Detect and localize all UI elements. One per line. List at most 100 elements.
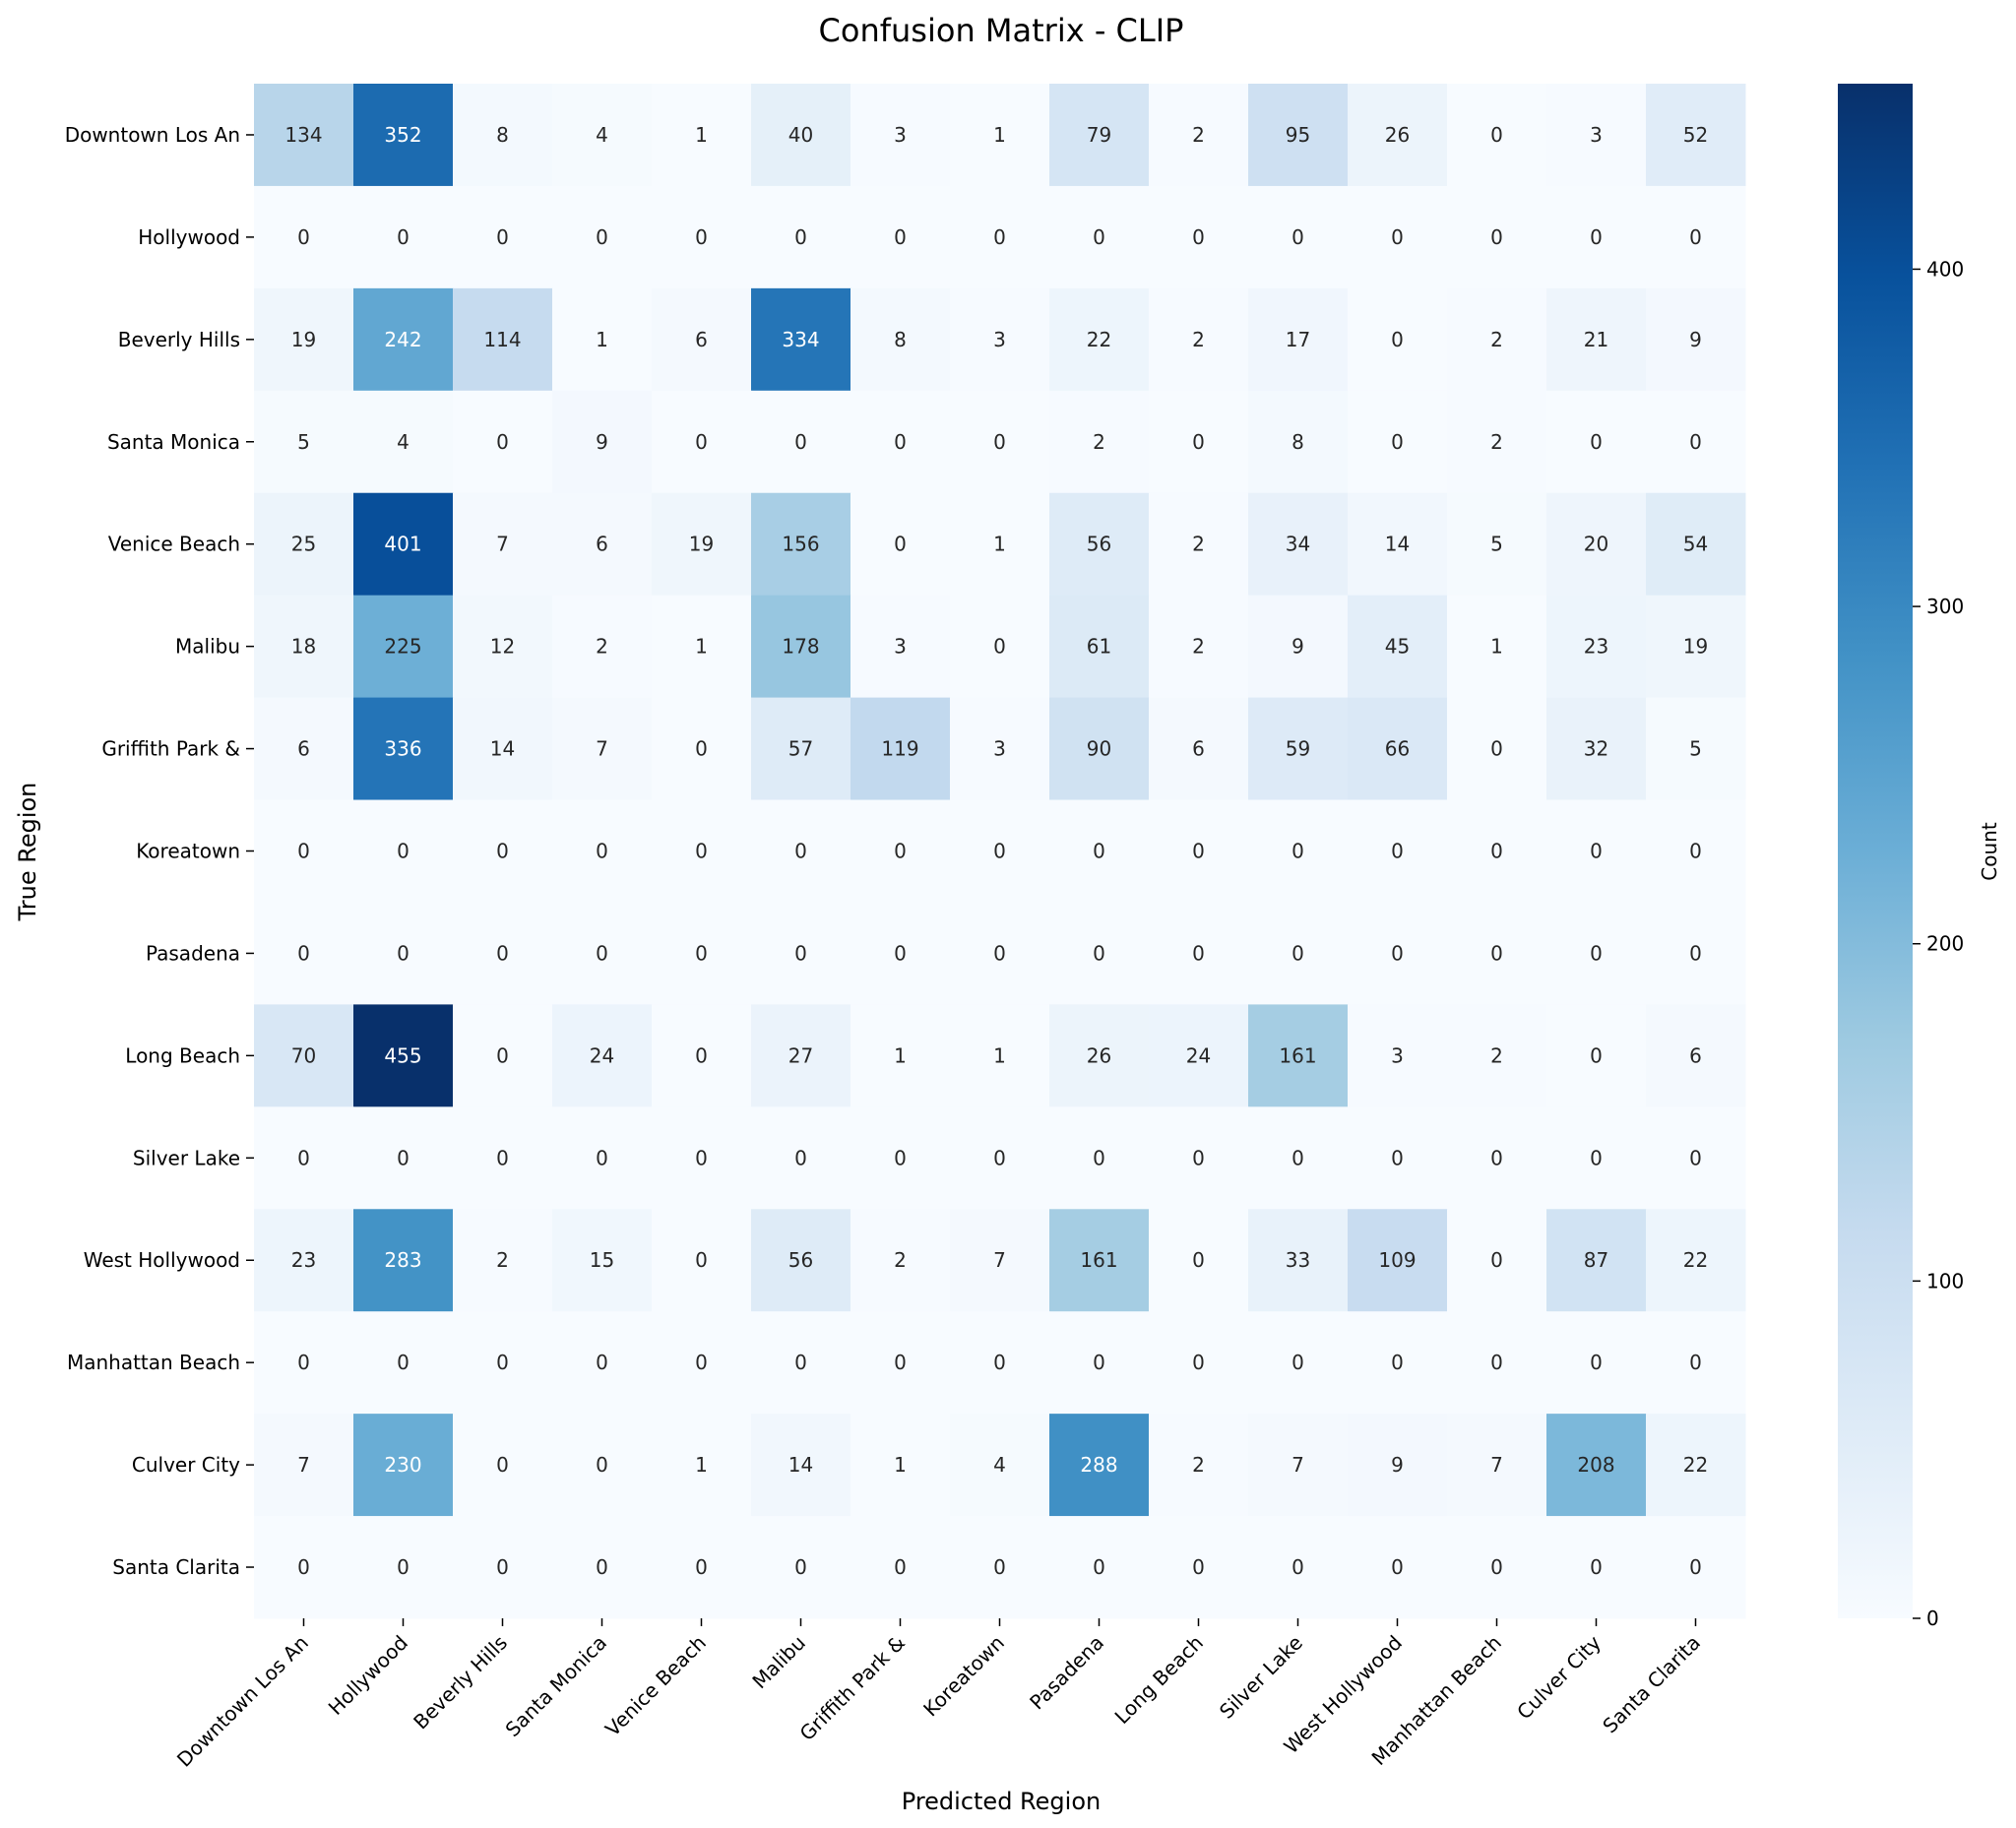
heatmap-cell xyxy=(353,492,454,597)
heatmap-cell xyxy=(751,697,851,801)
cell-value-label: 0 xyxy=(695,1043,708,1067)
heatmap-cell xyxy=(254,1209,354,1312)
heatmap-cell xyxy=(1248,1516,1349,1619)
heatmap-cell xyxy=(1248,902,1349,1005)
heatmap-cell xyxy=(1149,1004,1249,1107)
cell-value-label: 6 xyxy=(1192,737,1205,761)
cell-value-label: 1 xyxy=(695,123,708,147)
y-tick-label: Santa Clarita xyxy=(112,1555,240,1579)
cell-value-label: 161 xyxy=(1279,1043,1316,1067)
cell-value-label: 0 xyxy=(297,1555,310,1579)
cell-value-label: 6 xyxy=(1689,1043,1702,1067)
heatmap-cell xyxy=(1546,1106,1647,1210)
heatmap-cell xyxy=(1248,185,1349,289)
heatmap-cell xyxy=(1049,390,1150,494)
cell-value-label: 0 xyxy=(1490,1146,1503,1169)
heatmap-cell xyxy=(453,595,553,699)
heatmap-cell xyxy=(552,1106,653,1210)
heatmap-cell xyxy=(751,492,851,597)
cell-value-label: 0 xyxy=(397,941,410,965)
cell-value-label: 0 xyxy=(695,1146,708,1169)
cell-value-label: 0 xyxy=(397,225,410,249)
cell-value-label: 18 xyxy=(291,635,316,659)
cell-value-label: 2 xyxy=(1192,635,1205,659)
colorbar-tick-label: 200 xyxy=(1926,932,1964,956)
cell-value-label: 288 xyxy=(1080,1453,1117,1477)
heatmap-cell-labels: 134 352 8 4 1 40 3 1 79 2 95 26 0 3 520 0 0 0 0 0 0 0 0 0 0 0 0 0 01… xyxy=(284,123,1708,1579)
heatmap-cell xyxy=(353,1106,454,1210)
heatmap-cell xyxy=(353,1311,454,1415)
heatmap-cell xyxy=(850,287,951,392)
heatmap-cell xyxy=(1049,84,1150,187)
x-tick-label: Long Beach xyxy=(1110,1631,1209,1730)
heatmap-cell xyxy=(1646,902,1746,1005)
x-tick-label: Santa Monica xyxy=(501,1631,611,1741)
heatmap-cell xyxy=(1546,1311,1647,1415)
heatmap-cell xyxy=(453,1414,553,1517)
cell-value-label: 1 xyxy=(695,635,708,659)
colorbar-label: Count xyxy=(1978,822,2001,881)
cell-value-label: 401 xyxy=(384,533,421,556)
heatmap-cell xyxy=(1149,902,1249,1005)
cell-value-label: 0 xyxy=(1689,1146,1702,1169)
heatmap-cell xyxy=(751,1106,851,1210)
heatmap-cell xyxy=(254,390,354,494)
heatmap-cell xyxy=(1149,799,1249,903)
heatmap-cell xyxy=(1248,697,1349,801)
x-axis-label: Predicted Region xyxy=(902,1788,1101,1815)
heatmap-cell xyxy=(652,84,752,187)
cell-value-label: 66 xyxy=(1385,737,1410,761)
heatmap-cell xyxy=(751,1209,851,1312)
heatmap-cell xyxy=(254,1516,354,1619)
heatmap-cell xyxy=(1248,1311,1349,1415)
cell-value-label: 0 xyxy=(993,430,1006,454)
cell-value-label: 56 xyxy=(1087,533,1111,556)
heatmap-cell xyxy=(950,84,1050,187)
cell-value-label: 119 xyxy=(881,737,918,761)
colorbar-tick-label: 300 xyxy=(1926,595,1964,618)
heatmap-cell xyxy=(1348,1516,1448,1619)
heatmap-cell xyxy=(1546,1414,1647,1517)
cell-value-label: 0 xyxy=(496,1146,509,1169)
heatmap-cell xyxy=(1546,287,1647,392)
cell-value-label: 33 xyxy=(1286,1248,1310,1272)
heatmap-cell xyxy=(950,492,1050,597)
cell-value-label: 26 xyxy=(1087,1043,1111,1067)
y-tick-label: Pasadena xyxy=(146,941,240,965)
heatmap-cell xyxy=(1348,185,1448,289)
cell-value-label: 0 xyxy=(1391,840,1404,863)
heatmap-cell xyxy=(1447,1106,1547,1210)
cell-value-label: 7 xyxy=(1292,1453,1304,1477)
heatmap-cell xyxy=(1447,1414,1547,1517)
heatmap-cell xyxy=(453,1516,553,1619)
heatmap-cell xyxy=(552,902,653,1005)
heatmap-cell xyxy=(1149,1414,1249,1517)
heatmap-cell xyxy=(1646,185,1746,289)
y-tick-label: Culver City xyxy=(132,1453,240,1477)
heatmap-cell xyxy=(652,1414,752,1517)
heatmap-cell xyxy=(453,1004,553,1107)
heatmap-cell xyxy=(1049,185,1150,289)
cell-value-label: 0 xyxy=(1590,1043,1603,1067)
cell-value-label: 0 xyxy=(695,941,708,965)
x-tick-label: Silver Lake xyxy=(1215,1631,1307,1724)
cell-value-label: 0 xyxy=(1590,430,1603,454)
cell-value-label: 0 xyxy=(1192,1351,1205,1374)
heatmap-cell xyxy=(453,697,553,801)
heatmap-cell xyxy=(1646,1106,1746,1210)
heatmap-cell xyxy=(1447,390,1547,494)
heatmap-cell xyxy=(453,1209,553,1312)
cell-value-label: 2 xyxy=(1192,123,1205,147)
heatmap-cell xyxy=(1049,1106,1150,1210)
heatmap-cell xyxy=(1546,595,1647,699)
heatmap-cell xyxy=(1447,1004,1547,1107)
x-tick-label: Santa Clarita xyxy=(1598,1631,1705,1738)
heatmap-cell xyxy=(751,1004,851,1107)
cell-value-label: 4 xyxy=(993,1453,1006,1477)
cell-value-label: 0 xyxy=(1590,840,1603,863)
heatmap-cell xyxy=(1447,492,1547,597)
cell-value-label: 0 xyxy=(297,840,310,863)
cell-value-label: 0 xyxy=(1192,1555,1205,1579)
cell-value-label: 0 xyxy=(794,1555,807,1579)
heatmap-cell xyxy=(254,1004,354,1107)
